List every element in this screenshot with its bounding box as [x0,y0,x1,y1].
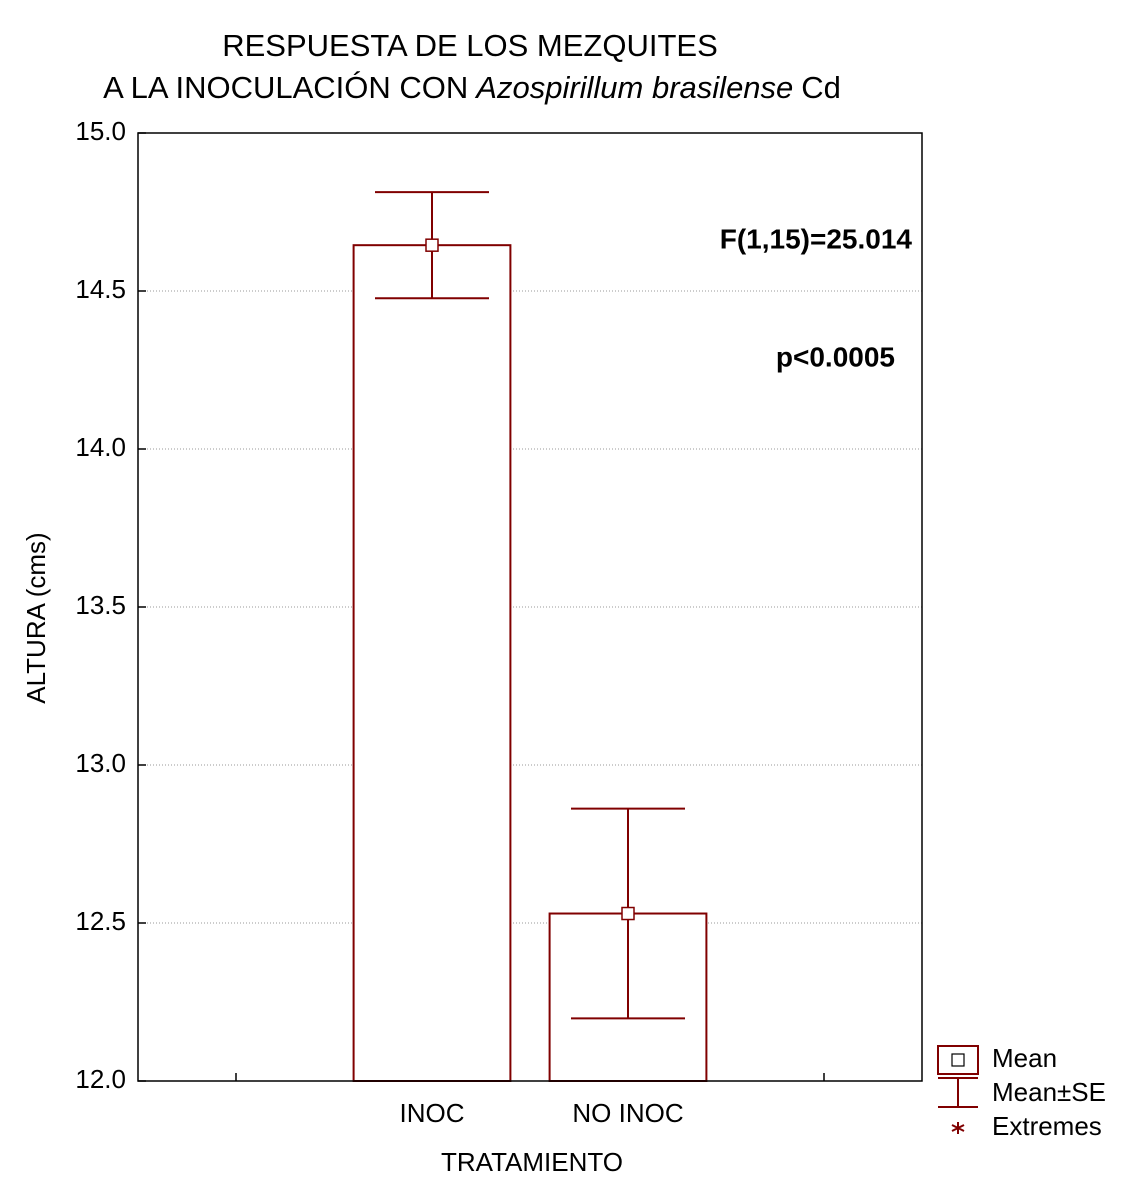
bar [352,244,512,1082]
y-axis-label: ALTURA (cms) [21,532,51,703]
annotation: p<0.0005 [776,341,895,372]
chart-title: A LA INOCULACIÓN CON Azospirillum brasile… [103,70,841,105]
mean-marker [621,906,635,921]
legend-swatch [951,1122,965,1134]
y-tick-label: 12.0 [75,1064,126,1094]
annotation: F(1,15)=25.014 [720,223,913,254]
y-tick-label: 13.0 [75,748,126,778]
mean-marker [425,238,439,252]
y-tick-label: 12.5 [75,906,126,936]
legend-swatch [951,1053,965,1067]
y-tick-label: 15.0 [75,116,126,146]
title-part: Azospirillum brasilense [474,70,793,105]
y-tick-label: 14.5 [75,274,126,304]
plot-frame [137,132,923,1082]
y-tick-label: 13.5 [75,590,126,620]
legend-label: Mean±SE [992,1077,1106,1107]
chart-title: RESPUESTA DE LOS MEZQUITES [222,28,718,63]
x-axis-label: TRATAMIENTO [441,1147,623,1177]
legend-label: Extremes [992,1111,1102,1141]
x-tick-label: INOC [400,1098,465,1128]
title-part: A LA INOCULACIÓN CON [103,70,468,105]
legend-label: Mean [992,1043,1057,1073]
title-part: Cd [801,70,841,105]
x-tick-label: NO INOC [572,1098,683,1128]
y-tick-label: 14.0 [75,432,126,462]
